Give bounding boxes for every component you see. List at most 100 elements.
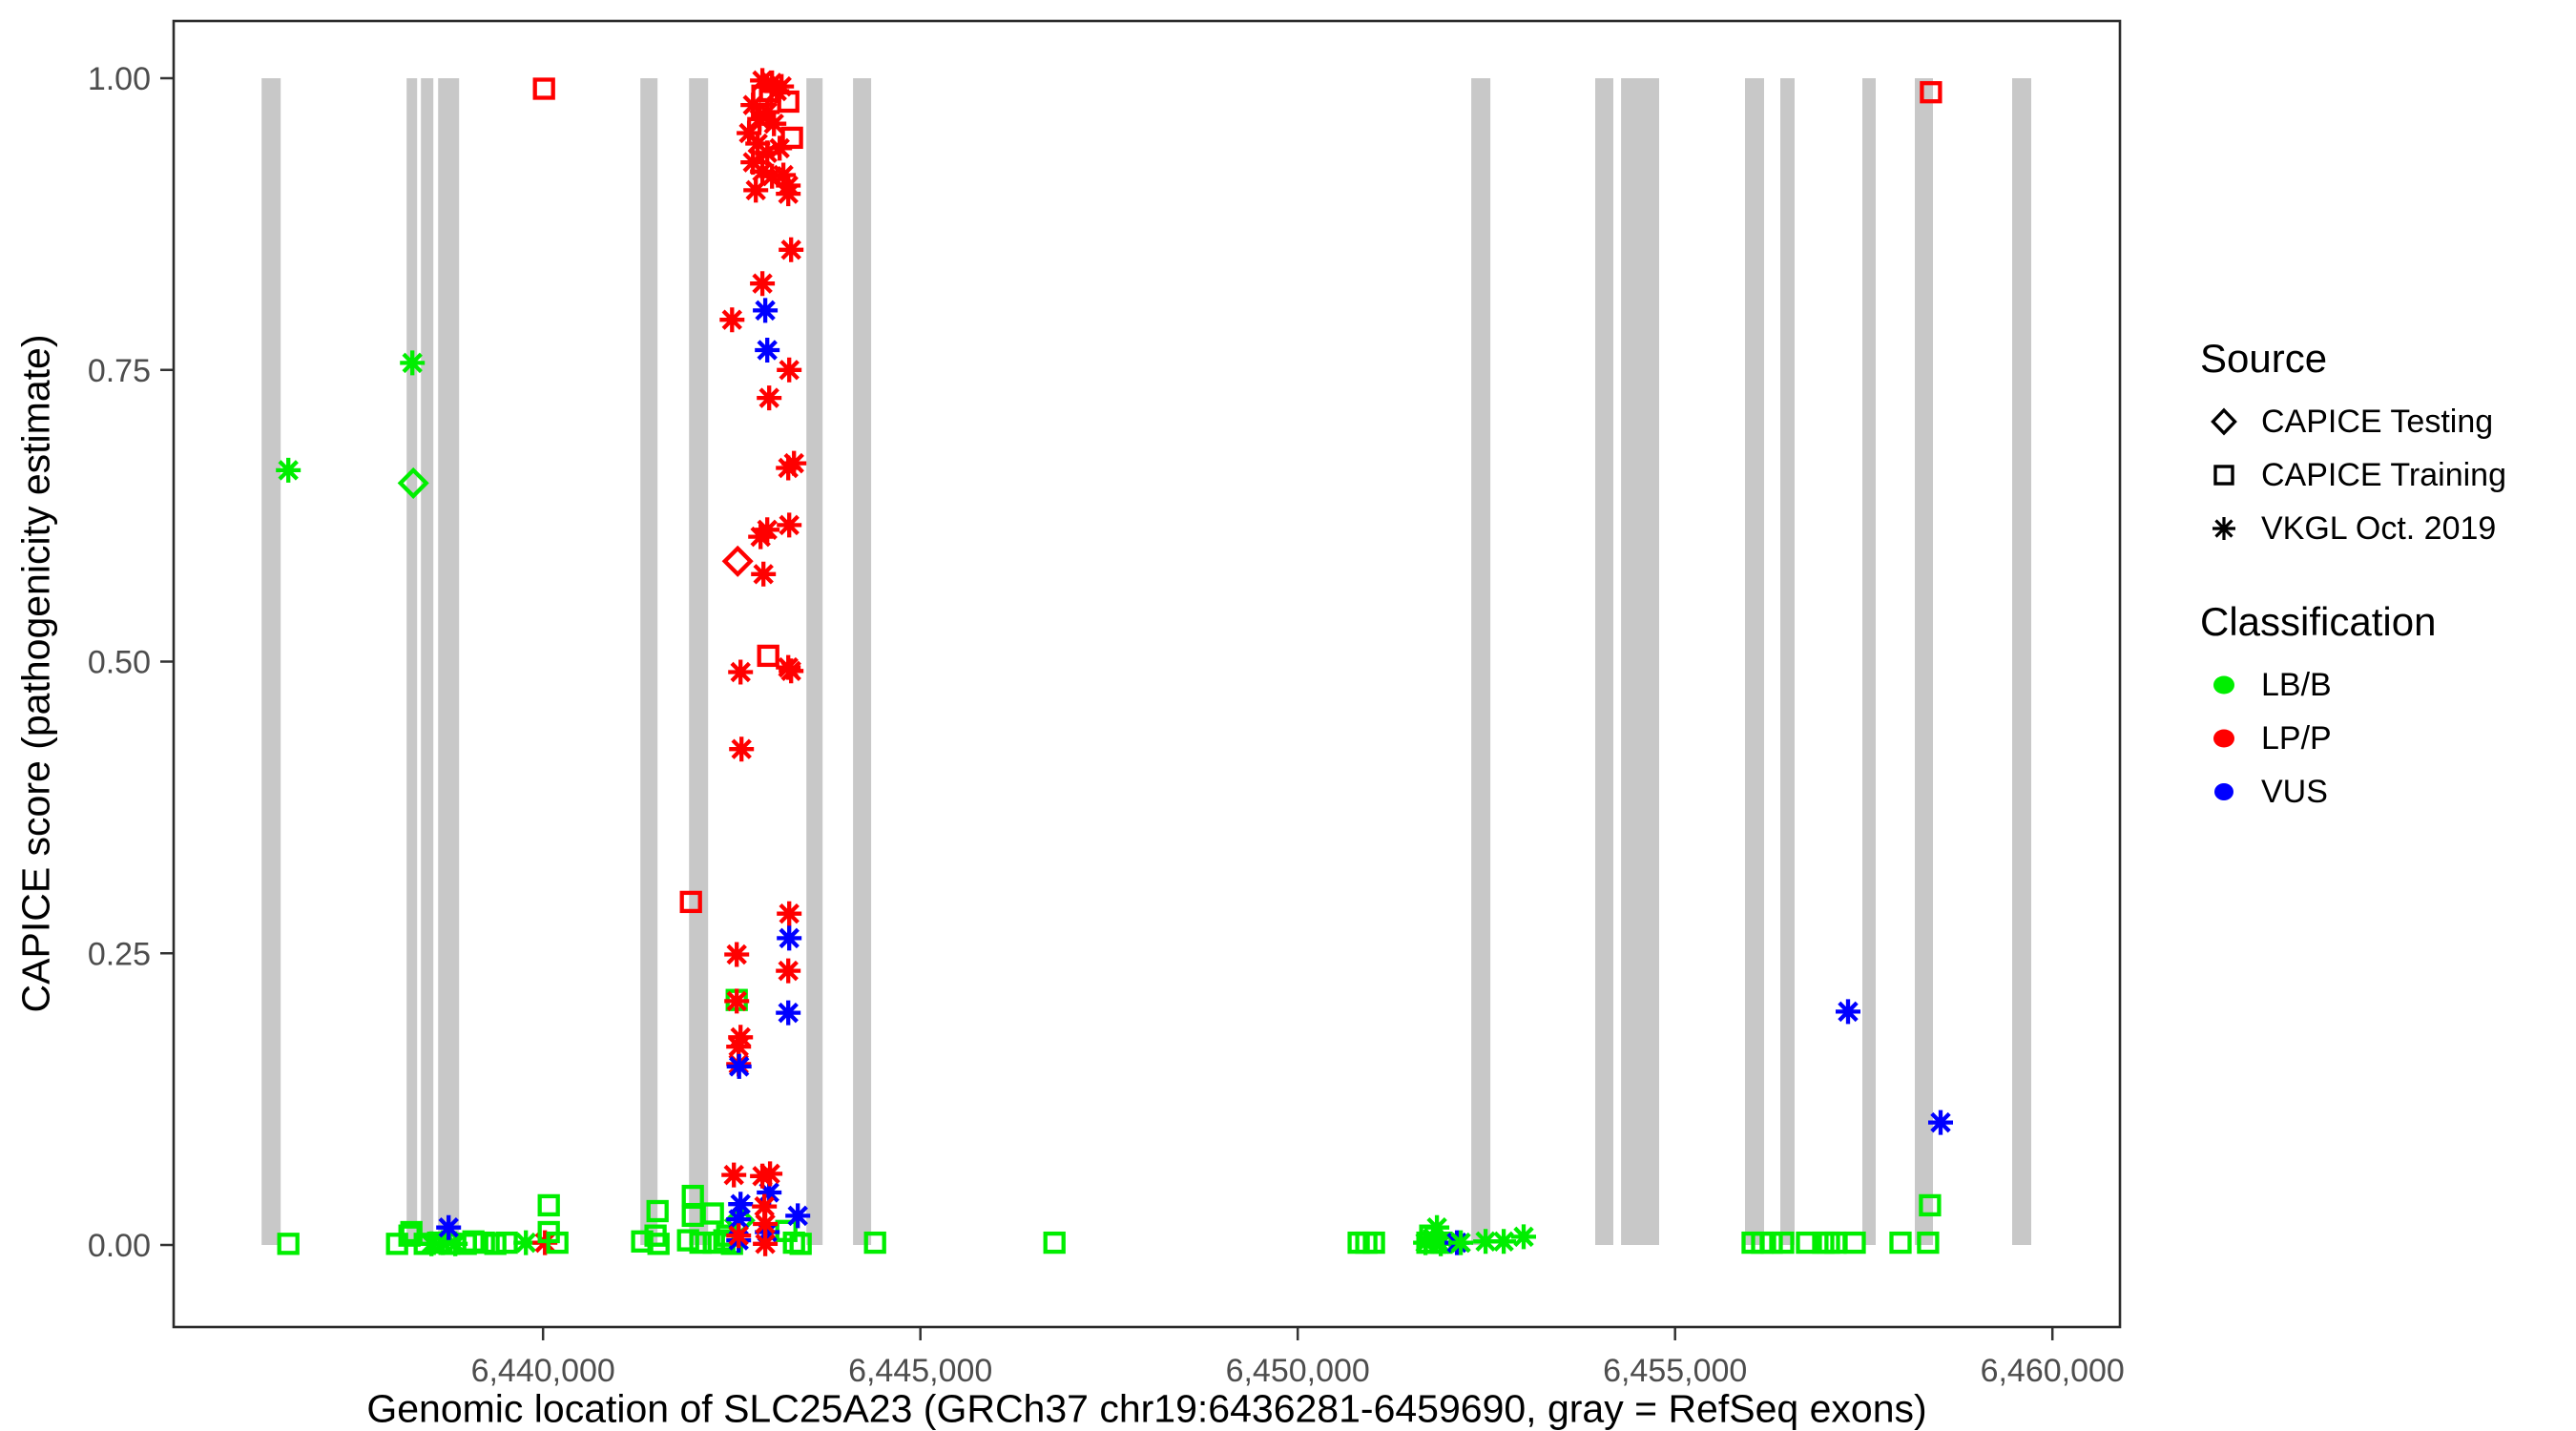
data-point-asterisk <box>728 659 754 685</box>
data-point-asterisk <box>726 1034 752 1060</box>
exon-bar <box>1595 78 1613 1245</box>
data-point-square <box>647 1233 670 1255</box>
y-tick-label: 0.50 <box>88 645 151 681</box>
legend-item-label: CAPICE Training <box>2261 456 2506 493</box>
y-tick-label: 0.25 <box>88 936 151 972</box>
data-point-asterisk <box>757 385 782 411</box>
data-point-diamond <box>397 467 429 499</box>
data-point-asterisk <box>776 1000 801 1026</box>
data-point-square <box>780 126 803 150</box>
data-point-asterisk <box>750 271 776 297</box>
data-point-square <box>546 1231 569 1255</box>
data-point-asterisk <box>1473 1229 1499 1255</box>
plot-panel <box>174 21 2120 1327</box>
data-point-asterisk <box>724 988 750 1014</box>
data-point-asterisk <box>436 1214 462 1240</box>
data-point-square <box>400 1220 423 1244</box>
x-tick-label: 6,440,000 <box>471 1353 615 1389</box>
data-point-square <box>277 1233 300 1255</box>
data-point-square <box>676 1229 699 1252</box>
data-point-asterisk <box>777 925 802 951</box>
legend-source-title: Source <box>2200 336 2328 381</box>
data-point-square <box>863 1231 886 1255</box>
exon-bar <box>1862 78 1876 1245</box>
data-point-asterisk <box>777 357 802 383</box>
data-point-square <box>1772 1231 1795 1255</box>
legend-item-label: LP/P <box>2261 719 2332 757</box>
data-point-square <box>757 644 779 668</box>
data-point-square <box>1843 1231 1866 1255</box>
data-point-square <box>751 84 774 107</box>
data-point-asterisk <box>740 150 766 176</box>
data-point-asterisk <box>779 658 804 684</box>
data-point-asterisk <box>753 298 779 323</box>
data-point-asterisk <box>767 135 793 161</box>
data-point-asterisk <box>724 942 750 967</box>
data-point-asterisk <box>1928 1110 1953 1135</box>
legend-item-label: CAPICE Testing <box>2261 403 2494 440</box>
data-point-asterisk <box>776 181 801 207</box>
x-tick-label: 6,460,000 <box>1981 1353 2125 1389</box>
x-tick-label: 6,455,000 <box>1603 1353 1747 1389</box>
data-point-asterisk <box>776 958 801 984</box>
exon-bar <box>1471 78 1491 1245</box>
asterisk-icon <box>2200 506 2248 551</box>
data-point-square <box>646 1199 669 1223</box>
exon-bar <box>1915 78 1933 1245</box>
data-point-asterisk <box>728 1192 754 1217</box>
legend-item-lbb: LB/B <box>2200 658 2572 712</box>
exon-bar <box>438 78 460 1245</box>
data-point-square <box>472 1231 495 1255</box>
exon-bar <box>421 78 434 1245</box>
data-point-asterisk <box>777 901 802 926</box>
data-point-asterisk <box>753 1212 779 1236</box>
data-point-square <box>1760 1231 1783 1255</box>
data-point-asterisk <box>777 512 802 538</box>
data-point-asterisk <box>726 1207 752 1233</box>
data-point-square <box>777 90 800 114</box>
data-point-asterisk <box>1428 1231 1454 1256</box>
legend-item-vus: VUS <box>2200 765 2572 819</box>
exon-bar <box>853 78 872 1245</box>
red-dot-icon <box>2200 716 2248 761</box>
data-point-asterisk <box>752 1193 778 1219</box>
data-point-asterisk <box>276 457 301 483</box>
legend-item-label: VKGL Oct. 2019 <box>2261 509 2497 547</box>
data-point-square <box>532 77 555 100</box>
data-point-asterisk <box>1491 1229 1517 1255</box>
exon-bar <box>1745 78 1764 1245</box>
data-point-asterisk <box>748 524 774 550</box>
data-point-asterisk <box>761 111 787 136</box>
data-point-square <box>1919 1193 1942 1217</box>
diamond-icon <box>2200 399 2248 445</box>
data-point-square <box>1043 1231 1066 1255</box>
data-point-asterisk <box>737 120 762 146</box>
data-point-asterisk <box>1413 1230 1439 1255</box>
data-point-square <box>1889 1231 1912 1255</box>
data-point-asterisk <box>785 1203 811 1229</box>
data-point-asterisk <box>719 307 745 333</box>
data-point-asterisk <box>443 1231 468 1256</box>
data-point-asterisk <box>726 1223 752 1249</box>
data-point-asterisk <box>764 78 790 104</box>
data-point-asterisk <box>755 338 780 363</box>
data-point-square <box>689 1231 712 1255</box>
data-point-asterisk <box>751 561 777 587</box>
data-point-asterisk <box>750 158 776 184</box>
y-tick-label: 0.75 <box>88 353 151 389</box>
data-point-asterisk <box>758 1161 783 1187</box>
blue-dot-icon <box>2200 769 2248 815</box>
exon-bar <box>689 78 709 1245</box>
legend-classification-title: Classification <box>2200 599 2437 644</box>
exon-bar <box>261 78 281 1245</box>
exon-bar <box>1621 78 1659 1245</box>
legend-item-capice-training: CAPICE Training <box>2200 448 2572 502</box>
legend-item-label: LB/B <box>2261 666 2332 703</box>
legend-item-vkgl: VKGL Oct. 2019 <box>2200 502 2572 555</box>
data-point-asterisk <box>726 1053 752 1079</box>
square-icon <box>2200 452 2248 498</box>
data-point-asterisk <box>729 736 755 762</box>
data-point-asterisk <box>1836 999 1860 1025</box>
legend-item-label: VUS <box>2261 773 2328 810</box>
data-point-square <box>701 1202 724 1225</box>
